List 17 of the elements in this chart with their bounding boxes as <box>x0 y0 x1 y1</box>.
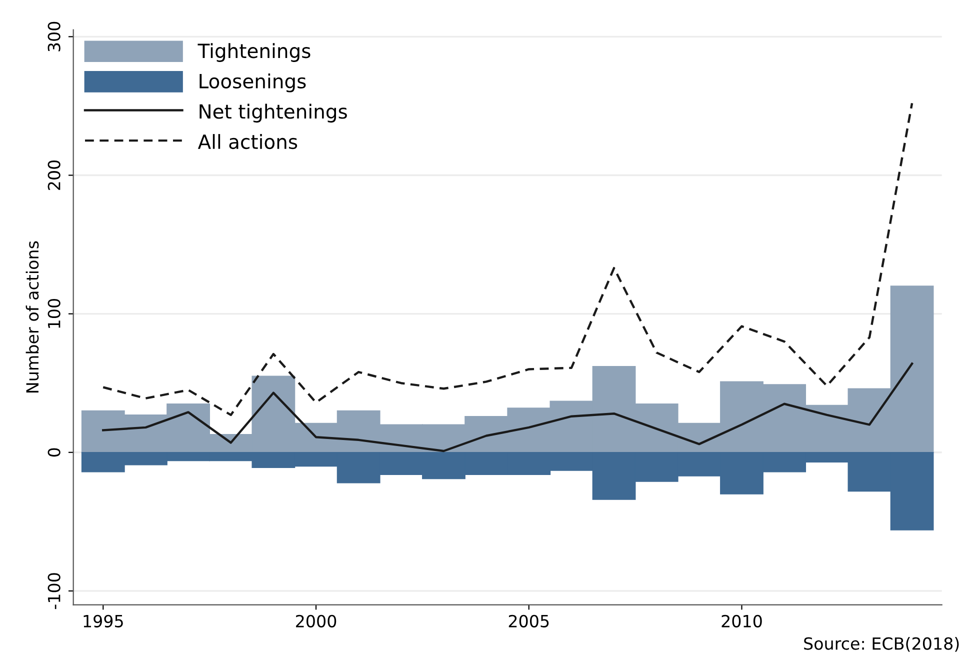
legend-label: All actions <box>198 134 298 150</box>
x-tick-label: 2000 <box>296 614 336 628</box>
x-tick-label: 2005 <box>508 614 549 628</box>
legend-label: Loosenings <box>200 73 306 92</box>
legend-label: Net tightenings <box>200 104 347 123</box>
x-tick-label: 2010 <box>722 614 762 628</box>
line-series <box>102 102 914 416</box>
legend-label: Tightenings <box>198 43 310 62</box>
y-axis-title: Number of actions <box>26 241 39 392</box>
y-tick-label: 300 <box>48 22 60 52</box>
x-tick-label: 1995 <box>84 614 123 628</box>
source-note: Source: ECB(2018) <box>804 636 959 652</box>
y-tick-label: 0 <box>48 448 60 457</box>
line-series <box>102 362 914 452</box>
y-tick-label: 100 <box>48 299 60 328</box>
y-tick-label: -100 <box>48 573 60 610</box>
y-tick-label: 200 <box>48 160 60 190</box>
